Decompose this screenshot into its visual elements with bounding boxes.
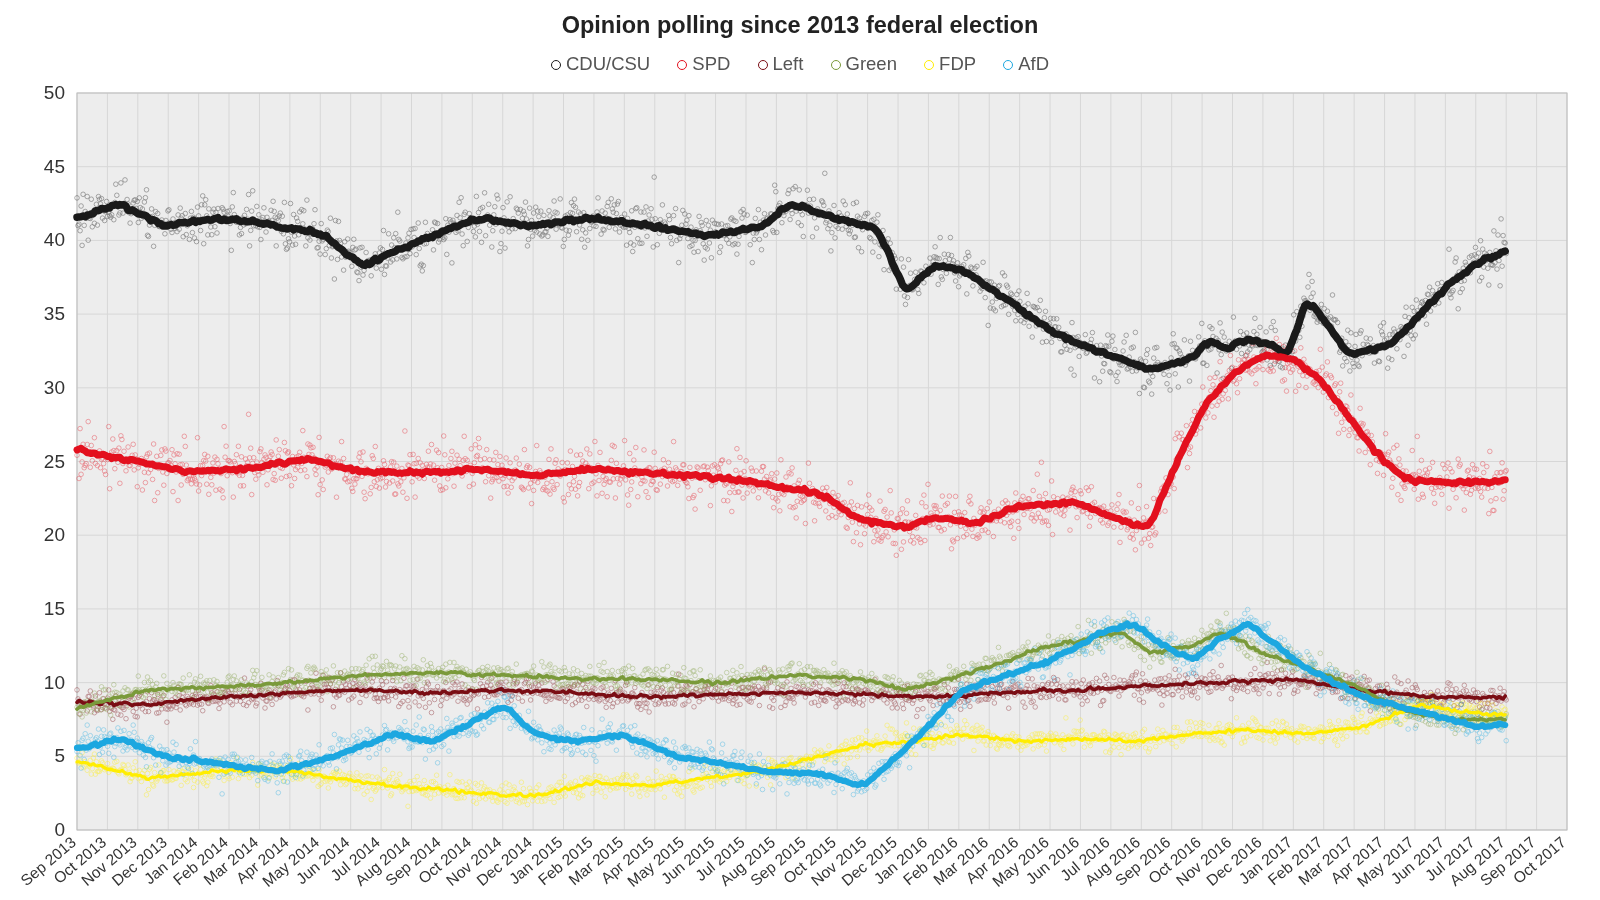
svg-text:20: 20 [44, 524, 65, 545]
svg-text:35: 35 [44, 303, 65, 324]
svg-text:40: 40 [44, 229, 65, 250]
svg-text:45: 45 [44, 156, 65, 177]
svg-text:15: 15 [44, 598, 65, 619]
svg-text:30: 30 [44, 377, 65, 398]
svg-text:5: 5 [54, 745, 65, 766]
svg-text:50: 50 [44, 82, 65, 103]
svg-text:25: 25 [44, 451, 65, 472]
svg-text:10: 10 [44, 672, 65, 693]
